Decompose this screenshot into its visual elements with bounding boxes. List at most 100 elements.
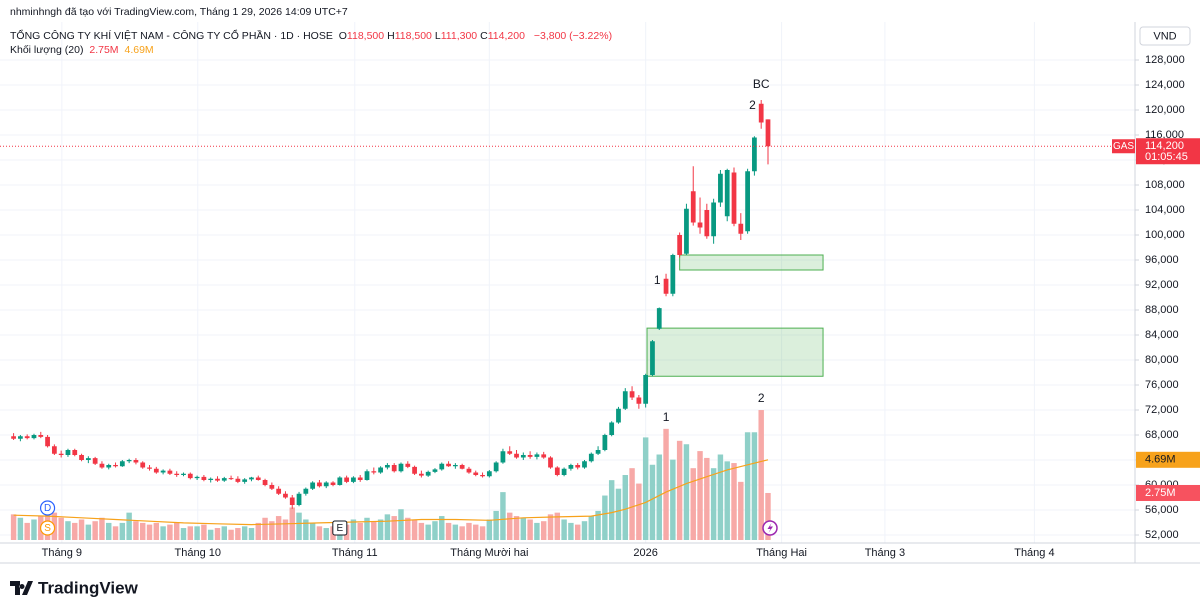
candle-body	[215, 478, 220, 481]
volume-value: 2.75M	[89, 44, 119, 56]
volume-bar	[527, 519, 533, 540]
candle-body	[323, 482, 329, 487]
candle-body	[65, 450, 71, 455]
event-label: S	[44, 523, 51, 534]
volume-bar	[92, 521, 98, 540]
candle-body	[303, 488, 309, 494]
volume-bar	[717, 454, 724, 540]
candle-body	[79, 455, 84, 460]
y-tick-label: 88,000	[1145, 304, 1179, 316]
countdown: 01:05:45	[1145, 151, 1188, 163]
axes: 52,00056,00060,00064,00068,00072,00076,0…	[42, 54, 1200, 559]
x-tick-label: Tháng Mười hai	[450, 547, 528, 559]
candle-body	[242, 479, 248, 482]
currency-box[interactable]	[1139, 26, 1191, 46]
volume-bar	[275, 516, 282, 540]
candle-body	[167, 470, 173, 474]
candle-body	[201, 476, 207, 480]
event-label: E	[336, 523, 343, 534]
candle-body	[697, 222, 703, 228]
volume-bar	[207, 529, 214, 540]
candle-body	[221, 478, 227, 481]
candle-body	[656, 308, 662, 329]
annotation: BC	[753, 77, 770, 91]
volume-bar	[622, 475, 628, 540]
candle-body	[45, 436, 50, 447]
volume-bar	[670, 459, 676, 540]
annotation: 1	[654, 273, 661, 287]
candle-body	[113, 465, 118, 467]
volume-tag	[1136, 484, 1200, 501]
volume-bar	[214, 528, 221, 540]
volume-bar	[642, 437, 649, 540]
candle-body	[561, 468, 567, 475]
candle-body	[330, 482, 336, 485]
candle-body	[452, 465, 458, 467]
candle-body	[378, 467, 383, 473]
volume-bar	[65, 521, 71, 540]
volume-bar	[140, 522, 146, 540]
volume-bar	[758, 410, 764, 540]
y-tick-label: 96,000	[1145, 254, 1179, 266]
volume-bar	[228, 529, 234, 540]
candle-body	[228, 478, 234, 480]
ohlc: O118,500 H118,500 L111,300 C114,200	[339, 30, 528, 42]
zone	[646, 327, 824, 377]
volume-bar	[309, 522, 316, 540]
x-tick-label: Tháng Hai	[756, 547, 807, 559]
candle-body	[344, 477, 349, 482]
candle-body	[758, 103, 764, 123]
candle-body	[622, 391, 628, 409]
volume-bar	[738, 481, 744, 540]
volume-bar	[10, 514, 17, 540]
volume-bar	[425, 524, 431, 540]
change: −3,800 (−3.22%)	[533, 30, 613, 42]
candle-body	[466, 468, 472, 473]
candle-body	[439, 463, 445, 470]
candle-body	[85, 458, 91, 460]
volume-bar	[398, 509, 404, 540]
candle-body	[507, 451, 513, 454]
volume-bar	[581, 521, 588, 540]
volume-title: Khối lượng (20)	[10, 44, 84, 56]
candle-body	[650, 341, 655, 375]
volume-bar	[391, 516, 397, 540]
volume-bar	[24, 522, 30, 540]
volume-bar	[636, 483, 642, 540]
volume-bar	[445, 522, 452, 540]
volume-bar	[269, 521, 275, 540]
volume-bar	[432, 521, 438, 540]
candle-body	[106, 465, 112, 468]
price-tag-label: 114,200	[1145, 140, 1184, 152]
volume-bar	[187, 526, 194, 540]
volume-bar	[350, 519, 357, 540]
ohlc-value: 111,300	[440, 30, 478, 42]
ohlc-key: H	[387, 30, 395, 42]
candle-body	[432, 469, 438, 472]
candle-body	[609, 422, 615, 435]
volume-bar	[364, 517, 370, 540]
candle-body	[289, 497, 295, 505]
candle-body	[684, 208, 689, 254]
volume-bar	[99, 517, 105, 540]
candle-body	[208, 478, 214, 480]
candle-body	[595, 450, 601, 454]
volume-bar	[296, 512, 302, 540]
candle-body	[493, 462, 499, 472]
volume-bar	[765, 492, 771, 540]
ohlc-key: L	[434, 30, 441, 42]
candle-body	[738, 223, 744, 234]
watermark: nhminhngh đã tạo với TradingView.com, Th…	[10, 6, 351, 18]
volume-bar	[153, 522, 160, 540]
grid	[0, 22, 1135, 543]
volume-bar	[547, 514, 554, 540]
volume-bar	[568, 522, 574, 540]
y-tick-label: 92,000	[1145, 279, 1179, 291]
candle-body	[181, 473, 186, 475]
candle-body	[527, 455, 533, 457]
candle-body	[643, 375, 649, 404]
volume-bar	[323, 528, 329, 540]
volume-bar	[377, 519, 384, 540]
y-tick-label: 104,000	[1145, 204, 1185, 216]
